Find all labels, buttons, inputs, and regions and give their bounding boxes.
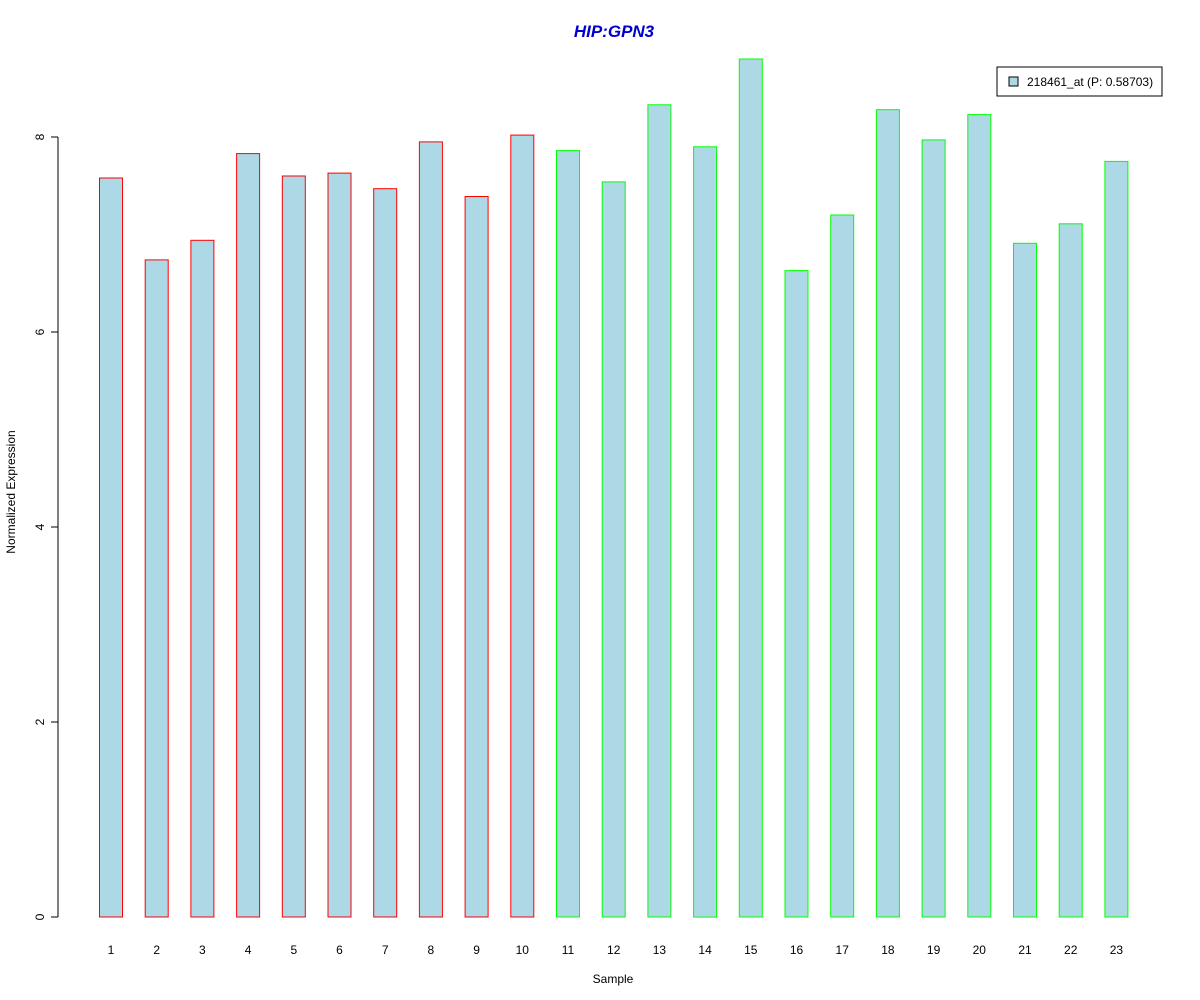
x-tick-label: 14 bbox=[698, 943, 712, 957]
x-tick-label: 22 bbox=[1064, 943, 1078, 957]
x-tick-label: 2 bbox=[153, 943, 160, 957]
y-tick-label: 2 bbox=[33, 718, 47, 725]
x-tick-label: 7 bbox=[382, 943, 389, 957]
bar-sample-21 bbox=[1013, 242, 1037, 918]
bar-sample-17 bbox=[830, 214, 855, 918]
y-tick-label: 6 bbox=[33, 328, 47, 335]
legend-box bbox=[996, 66, 1163, 97]
bar-sample-5 bbox=[281, 175, 306, 918]
x-tick-label: 10 bbox=[516, 943, 530, 957]
legend-label: 218461_at (P: 0.58703) bbox=[1027, 75, 1153, 89]
x-tick-label: 6 bbox=[336, 943, 343, 957]
x-tick-label: 5 bbox=[290, 943, 297, 957]
bar-sample-11 bbox=[556, 150, 580, 918]
y-axis-label: Normalized Expression bbox=[4, 430, 18, 553]
x-tick-label: 4 bbox=[245, 943, 252, 957]
bar-sample-8 bbox=[418, 141, 443, 918]
x-tick-label: 11 bbox=[562, 943, 575, 957]
y-axis: 0 2 4 6 8 bbox=[33, 133, 59, 920]
bar-sample-22 bbox=[1058, 223, 1083, 918]
x-tick-label: 13 bbox=[653, 943, 667, 957]
bar-sample-12 bbox=[601, 181, 626, 918]
bar-sample-3 bbox=[190, 239, 215, 918]
bar-sample-15 bbox=[738, 58, 763, 918]
x-tick-label: 3 bbox=[199, 943, 206, 957]
chart-title: HIP:GPN3 bbox=[574, 22, 655, 41]
bar-sample-1 bbox=[99, 177, 123, 918]
y-tick-label: 4 bbox=[33, 523, 47, 530]
x-tick-label: 19 bbox=[927, 943, 941, 957]
x-tick-label: 8 bbox=[428, 943, 435, 957]
bar-sample-19 bbox=[921, 139, 946, 918]
bars-layer bbox=[99, 58, 1129, 918]
x-tick-label: 9 bbox=[473, 943, 480, 957]
x-tick-label: 20 bbox=[973, 943, 987, 957]
x-tick-label: 12 bbox=[607, 943, 621, 957]
x-axis-label: Sample bbox=[593, 972, 634, 986]
legend-swatch bbox=[1008, 76, 1019, 87]
x-tick-label: 16 bbox=[790, 943, 804, 957]
legend: 218461_at (P: 0.58703) bbox=[996, 66, 1163, 97]
bar-sample-13 bbox=[647, 104, 672, 918]
x-tick-label: 17 bbox=[836, 943, 850, 957]
bar-sample-14 bbox=[693, 146, 718, 918]
x-tick-label: 21 bbox=[1018, 943, 1032, 957]
x-tick-label: 18 bbox=[881, 943, 895, 957]
bar-sample-2 bbox=[144, 259, 169, 918]
y-tick-label: 8 bbox=[33, 133, 47, 140]
bar-sample-20 bbox=[967, 114, 992, 918]
bar-sample-23 bbox=[1104, 160, 1129, 918]
bar-sample-18 bbox=[875, 109, 900, 918]
x-tick-label: 1 bbox=[108, 943, 115, 957]
y-tick-label: 0 bbox=[33, 913, 47, 920]
bar-sample-4 bbox=[236, 153, 261, 918]
x-tick-label: 23 bbox=[1110, 943, 1124, 957]
bar-sample-9 bbox=[464, 196, 489, 918]
bar-sample-10 bbox=[510, 134, 535, 918]
x-tick-labels: 1 2 3 4 5 6 7 8 9 10 11 12 13 14 15 16 17 18 19 20 21 22 23 bbox=[108, 943, 1124, 957]
bar-sample-6 bbox=[327, 172, 352, 918]
x-tick-label: 15 bbox=[744, 943, 758, 957]
bar-sample-16 bbox=[784, 270, 809, 918]
bar-sample-7 bbox=[373, 188, 398, 918]
